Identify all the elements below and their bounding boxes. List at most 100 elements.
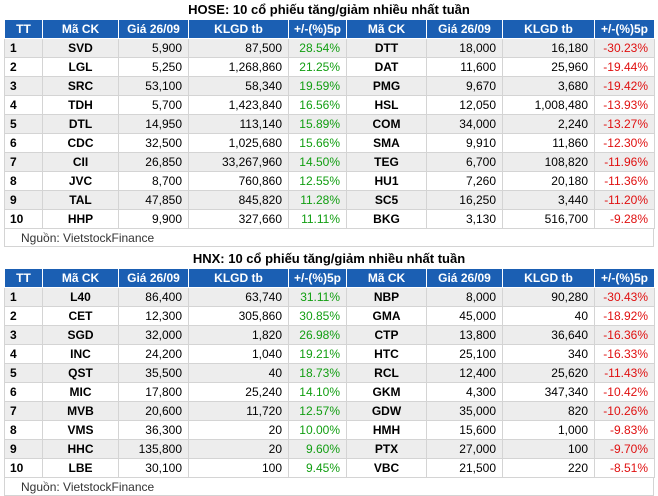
gainer-price-cell: 14,950 xyxy=(118,114,189,134)
gainer-code-cell: TDH xyxy=(42,95,119,115)
gainer-price-cell: 30,100 xyxy=(118,458,189,478)
table-row: 3 SRC 53,100 58,340 19.59% PMG 9,670 3,680 -19.4… xyxy=(4,76,655,96)
table-row: 2 CET 12,300 305,860 30.85% GMA 45,000 40 -18.92… xyxy=(4,306,655,326)
hose-header-cell: Mã CK xyxy=(42,19,119,39)
loser-price-cell: 27,000 xyxy=(426,439,503,459)
gainer-volume-cell: 20 xyxy=(188,439,289,459)
gainer-change-cell: 9.45% xyxy=(288,458,347,478)
gainer-code-cell: INC xyxy=(42,344,119,364)
gainer-volume-cell: 327,660 xyxy=(188,209,289,229)
loser-change-cell: -11.96% xyxy=(594,152,655,172)
hose-header-cell: +/-(%)5p xyxy=(288,19,347,39)
table-row: 8 JVC 8,700 760,860 12.55% HU1 7,260 20,180 -11.… xyxy=(4,171,655,191)
loser-volume-cell: 1,008,480 xyxy=(502,95,595,115)
rank-cell: 2 xyxy=(4,57,43,77)
gainer-change-cell: 12.55% xyxy=(288,171,347,191)
gainer-volume-cell: 1,268,860 xyxy=(188,57,289,77)
loser-price-cell: 18,000 xyxy=(426,38,503,58)
loser-code-cell: CTP xyxy=(346,325,427,345)
hose-header-cell: Giá 26/09 xyxy=(426,19,503,39)
loser-code-cell: GKM xyxy=(346,382,427,402)
gainer-code-cell: HHP xyxy=(42,209,119,229)
hose-table: TT Mã CK Giá 26/09 KLGD tb +/-(%)5p Mã CK Giá … xyxy=(4,19,655,229)
gainer-change-cell: 12.57% xyxy=(288,401,347,421)
table-row: 4 INC 24,200 1,040 19.21% HTC 25,100 340 -16.33% xyxy=(4,344,655,364)
loser-price-cell: 11,600 xyxy=(426,57,503,77)
hose-header-cell: TT xyxy=(4,19,43,39)
gainer-volume-cell: 305,860 xyxy=(188,306,289,326)
loser-price-cell: 16,250 xyxy=(426,190,503,210)
loser-change-cell: -10.42% xyxy=(594,382,655,402)
gainer-change-cell: 16.56% xyxy=(288,95,347,115)
hnx-source: Nguồn: VietstockFinance xyxy=(4,478,654,496)
gainer-volume-cell: 1,423,840 xyxy=(188,95,289,115)
gainer-change-cell: 15.89% xyxy=(288,114,347,134)
table-row: 9 HHC 135,800 20 9.60% PTX 27,000 100 -9.70% xyxy=(4,439,655,459)
table-row: 6 CDC 32,500 1,025,680 15.66% SMA 9,910 11,860-… xyxy=(4,133,655,153)
loser-change-cell: -19.44% xyxy=(594,57,655,77)
loser-code-cell: RCL xyxy=(346,363,427,383)
table-row: 7 MVB 20,600 11,720 12.57% GDW 35,000 820 -10.26… xyxy=(4,401,655,421)
gainer-price-cell: 5,250 xyxy=(118,57,189,77)
rank-cell: 6 xyxy=(4,382,43,402)
hose-header-cell: KLGD tb xyxy=(502,19,595,39)
loser-change-cell: -30.23% xyxy=(594,38,655,58)
loser-change-cell: -9.28% xyxy=(594,209,655,229)
rank-cell: 10 xyxy=(4,209,43,229)
loser-volume-cell: 220 xyxy=(502,458,595,478)
gainer-change-cell: 11.11% xyxy=(288,209,347,229)
gainer-code-cell: MVB xyxy=(42,401,119,421)
table-row: 10 LBE 30,100 100 9.45% VBC 21,500 220 -8.51% xyxy=(4,458,655,478)
gainer-code-cell: SRC xyxy=(42,76,119,96)
hnx-table-body: 1 L40 86,400 63,740 31.11% NBP 8,000 90,280 -30.… xyxy=(4,287,655,478)
loser-code-cell: PMG xyxy=(346,76,427,96)
table-row: 1 SVD 5,900 87,500 28.54% DTT 18,000 16,180 -30.… xyxy=(4,38,655,58)
gainer-code-cell: QST xyxy=(42,363,119,383)
hnx-header-cell: TT xyxy=(4,268,43,288)
rank-cell: 5 xyxy=(4,114,43,134)
gainer-price-cell: 32,500 xyxy=(118,133,189,153)
loser-price-cell: 9,670 xyxy=(426,76,503,96)
loser-volume-cell: 347,340 xyxy=(502,382,595,402)
rank-cell: 7 xyxy=(4,401,43,421)
loser-code-cell: GMA xyxy=(346,306,427,326)
loser-price-cell: 13,800 xyxy=(426,325,503,345)
gainer-code-cell: JVC xyxy=(42,171,119,191)
loser-change-cell: -19.42% xyxy=(594,76,655,96)
table-row: 8 VMS 36,300 20 10.00% HMH 15,600 1,000 -9.83% xyxy=(4,420,655,440)
loser-volume-cell: 20,180 xyxy=(502,171,595,191)
loser-change-cell: -11.20% xyxy=(594,190,655,210)
loser-code-cell: HTC xyxy=(346,344,427,364)
loser-price-cell: 6,700 xyxy=(426,152,503,172)
rank-cell: 9 xyxy=(4,439,43,459)
loser-code-cell: DTT xyxy=(346,38,427,58)
hnx-header-cell: Mã CK xyxy=(346,268,427,288)
rank-cell: 6 xyxy=(4,133,43,153)
loser-change-cell: -30.43% xyxy=(594,287,655,307)
gainer-code-cell: DTL xyxy=(42,114,119,134)
loser-code-cell: NBP xyxy=(346,287,427,307)
gainer-volume-cell: 25,240 xyxy=(188,382,289,402)
gainer-price-cell: 47,850 xyxy=(118,190,189,210)
loser-price-cell: 8,000 xyxy=(426,287,503,307)
hnx-table: TT Mã CK Giá 26/09 KLGD tb +/-(%)5p Mã CK Giá … xyxy=(4,268,655,478)
loser-volume-cell: 820 xyxy=(502,401,595,421)
loser-volume-cell: 516,700 xyxy=(502,209,595,229)
hose-header-cell: KLGD tb xyxy=(188,19,289,39)
hnx-header-cell: Mã CK xyxy=(42,268,119,288)
gainer-volume-cell: 100 xyxy=(188,458,289,478)
loser-change-cell: -11.43% xyxy=(594,363,655,383)
gainer-price-cell: 5,900 xyxy=(118,38,189,58)
loser-code-cell: HSL xyxy=(346,95,427,115)
rank-cell: 8 xyxy=(4,420,43,440)
loser-volume-cell: 340 xyxy=(502,344,595,364)
hose-title: HOSE: 10 cổ phiếu tăng/giảm nhiều nhất t… xyxy=(188,2,470,17)
loser-change-cell: -8.51% xyxy=(594,458,655,478)
table-row: 3 SGD 32,000 1,820 26.98% CTP 13,800 36,640 -16.… xyxy=(4,325,655,345)
hose-source: Nguồn: VietstockFinance xyxy=(4,229,654,247)
rank-cell: 4 xyxy=(4,95,43,115)
loser-volume-cell: 1,000 xyxy=(502,420,595,440)
loser-code-cell: HU1 xyxy=(346,171,427,191)
gainer-code-cell: SGD xyxy=(42,325,119,345)
loser-code-cell: COM xyxy=(346,114,427,134)
